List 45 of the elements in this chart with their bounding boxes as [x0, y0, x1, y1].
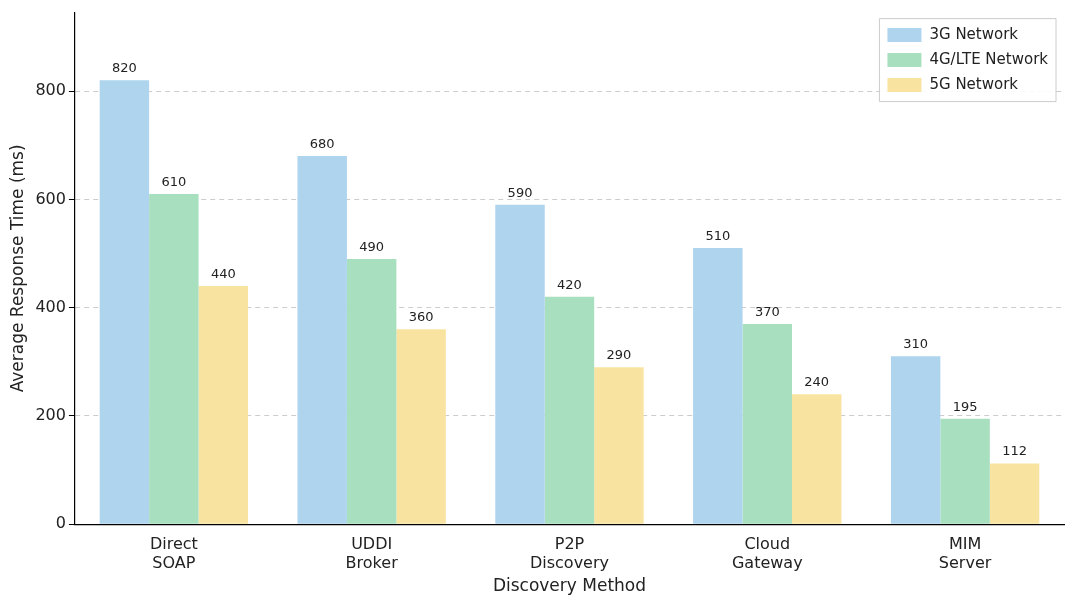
bar: [989, 463, 1040, 524]
data-label: 195: [952, 398, 978, 414]
bar: [693, 248, 743, 524]
data-label: 420: [557, 276, 582, 292]
bar: [742, 323, 793, 524]
bar: [940, 418, 990, 524]
data-label: 370: [754, 303, 780, 319]
data-label: 360: [408, 309, 434, 325]
data-label: 820: [111, 60, 137, 76]
y-tick-label: 0: [55, 513, 66, 533]
bar: [544, 296, 595, 524]
x-tick-label: UDDI Broker: [345, 533, 399, 573]
bar: [792, 394, 842, 524]
bar: [594, 367, 644, 524]
data-label: 610: [161, 173, 187, 189]
bar: [297, 156, 347, 524]
y-tick-label: 200: [35, 405, 66, 425]
data-label: 112: [1002, 443, 1027, 459]
data-label: 440: [210, 265, 236, 281]
x-tick-label: Cloud Gateway: [731, 533, 803, 573]
bar: [149, 193, 199, 524]
x-tick-label: P2P Discovery: [529, 533, 609, 573]
bar: [495, 204, 545, 524]
y-axis-title: Average Response Time (ms): [6, 144, 27, 393]
x-axis-title: Discovery Method: [492, 575, 647, 596]
data-label: 490: [359, 238, 385, 254]
data-label: 590: [507, 184, 533, 200]
data-label: 290: [606, 347, 632, 363]
x-tick-label: MIM Server: [938, 533, 992, 573]
bar: [890, 356, 941, 524]
y-tick-label: 800: [35, 80, 66, 100]
bar: [198, 286, 249, 524]
bar: [396, 329, 446, 524]
legend-label: 5G Network: [929, 74, 1019, 93]
bar: [99, 80, 150, 524]
bar: [346, 258, 397, 524]
data-label: 310: [903, 336, 929, 352]
y-tick-label: 600: [35, 188, 66, 208]
data-label: 680: [309, 135, 335, 151]
y-tick-label: 400: [35, 296, 66, 316]
legend-label: 4G/LTE Network: [929, 49, 1049, 68]
legend-label: 3G Network: [929, 24, 1019, 43]
x-tick-label: Direct SOAP: [149, 533, 198, 573]
data-label: 240: [804, 374, 830, 390]
data-label: 510: [705, 227, 731, 243]
